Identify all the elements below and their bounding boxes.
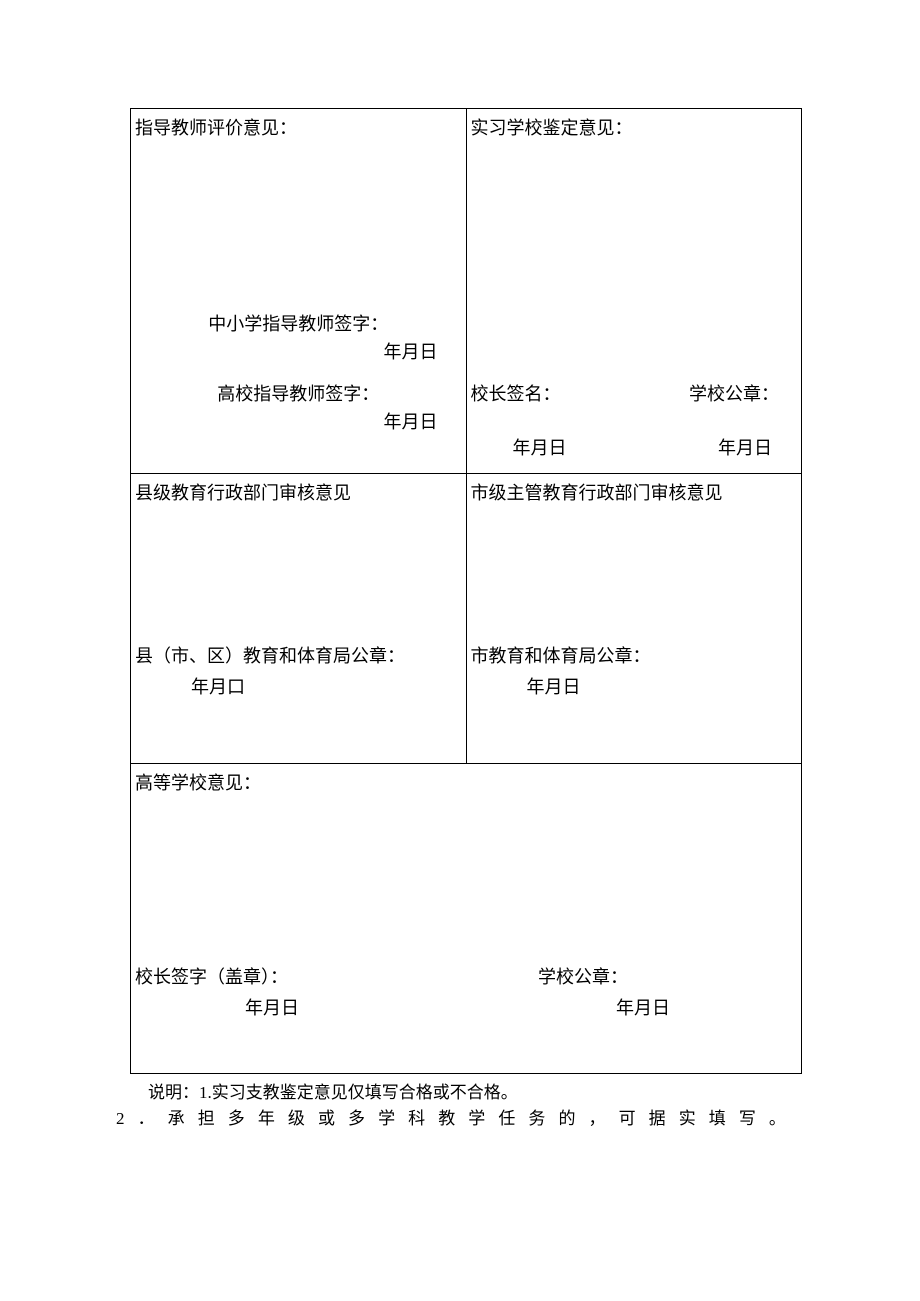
note2-char: 级 [288, 1106, 305, 1132]
notes-section: 说明：1.实习支教鉴定意见仅填写合格或不合格。 2 ． 承 担 多 年 级 或 … [130, 1080, 802, 1133]
note2-char: 填 [709, 1106, 726, 1132]
note-line-2: 2 ． 承 担 多 年 级 或 多 学 科 教 学 任 务 的 ， 可 据 实 … [116, 1106, 788, 1132]
cell-title: 县级教育行政部门审核意见 [135, 480, 462, 508]
signature-label: 高校指导教师签字： [135, 381, 462, 409]
date-ymd: 年月日 [718, 435, 772, 463]
note-line-1: 说明：1.实习支教鉴定意见仅填写合格或不合格。 [130, 1080, 802, 1106]
date-ymd: 年月日 [466, 995, 797, 1023]
note2-char: 担 [198, 1106, 215, 1132]
cell-city-opinion: 市级主管教育行政部门审核意见 市教育和体育局公章： 年月日 [466, 473, 802, 763]
note2-char: 可 [619, 1106, 636, 1132]
signature-block-primary-teacher: 中小学指导教师签字： 年月日 [135, 311, 462, 367]
note2-prefix: 2 [116, 1106, 125, 1132]
cell-university-opinion: 高等学校意见： 校长签字（盖章）： 学校公章： 年月日 年月日 [131, 763, 802, 1073]
cell-title: 市级主管教育行政部门审核意见 [471, 480, 798, 508]
signature-row: 校长签名： 学校公章： [471, 381, 798, 409]
note2-char: 或 [318, 1106, 335, 1132]
document-page: 指导教师评价意见： 中小学指导教师签字： 年月日 高校指导教师签字： 年月日 实… [0, 0, 920, 1132]
evaluation-form-table: 指导教师评价意见： 中小学指导教师签字： 年月日 高校指导教师签字： 年月日 实… [130, 108, 802, 1074]
note2-char: 年 [258, 1106, 275, 1132]
note2-char: 。 [769, 1106, 786, 1132]
table-row: 县级教育行政部门审核意见 县（市、区）教育和体育局公章： 年月口 市级主管教育行… [131, 473, 802, 763]
cell-title: 实习学校鉴定意见： [471, 115, 798, 143]
cell-county-opinion: 县级教育行政部门审核意见 县（市、区）教育和体育局公章： 年月口 [131, 473, 467, 763]
note2-char: 务 [528, 1106, 545, 1132]
note2-char: 的 [558, 1106, 575, 1132]
note2-char: 教 [438, 1106, 455, 1132]
cell-title: 高等学校意见： [135, 770, 797, 798]
cell-internship-school-opinion: 实习学校鉴定意见： 校长签名： 学校公章： 年月日 年月日 [466, 109, 802, 474]
note2-dot: ． [138, 1106, 155, 1132]
note2-char: ， [589, 1106, 606, 1132]
note2-char: 任 [498, 1106, 515, 1132]
cell-advisor-opinion: 指导教师评价意见： 中小学指导教师签字： 年月日 高校指导教师签字： 年月日 [131, 109, 467, 474]
note2-char: 实 [679, 1106, 696, 1132]
signature-block-university-teacher: 高校指导教师签字： 年月日 [135, 381, 462, 437]
school-seal-label: 学校公章： [689, 381, 779, 409]
school-seal-label: 学校公章： [466, 964, 797, 992]
table-row: 指导教师评价意见： 中小学指导教师签字： 年月日 高校指导教师签字： 年月日 实… [131, 109, 802, 474]
date-row: 年月日 年月日 [471, 435, 798, 463]
note2-char: 写 [739, 1106, 756, 1132]
date-ymd: 年月日 [135, 339, 462, 367]
cell-title: 指导教师评价意见： [135, 115, 462, 143]
note2-char: 据 [649, 1106, 666, 1132]
signature-row: 校长签字（盖章）： 学校公章： [135, 964, 797, 992]
note2-char: 承 [168, 1106, 185, 1132]
date-ymd: 年月日 [135, 995, 466, 1023]
date-ymd: 年月日 [135, 409, 462, 437]
date-ymd: 年月口 [135, 674, 462, 702]
note2-char: 多 [228, 1106, 245, 1132]
note2-char: 学 [378, 1106, 395, 1132]
principal-signature-label: 校长签名： [471, 381, 561, 409]
date-ymd: 年月日 [471, 674, 798, 702]
note2-char: 学 [468, 1106, 485, 1132]
date-row: 年月日 年月日 [135, 995, 797, 1023]
note2-char: 多 [348, 1106, 365, 1132]
signature-label: 中小学指导教师签字： [135, 311, 462, 339]
date-ymd: 年月日 [513, 435, 567, 463]
city-seal-label: 市教育和体育局公章： [471, 643, 798, 671]
principal-signature-seal-label: 校长签字（盖章）： [135, 964, 466, 992]
county-seal-label: 县（市、区）教育和体育局公章： [135, 643, 462, 671]
note2-char: 科 [408, 1106, 425, 1132]
table-row: 高等学校意见： 校长签字（盖章）： 学校公章： 年月日 年月日 [131, 763, 802, 1073]
